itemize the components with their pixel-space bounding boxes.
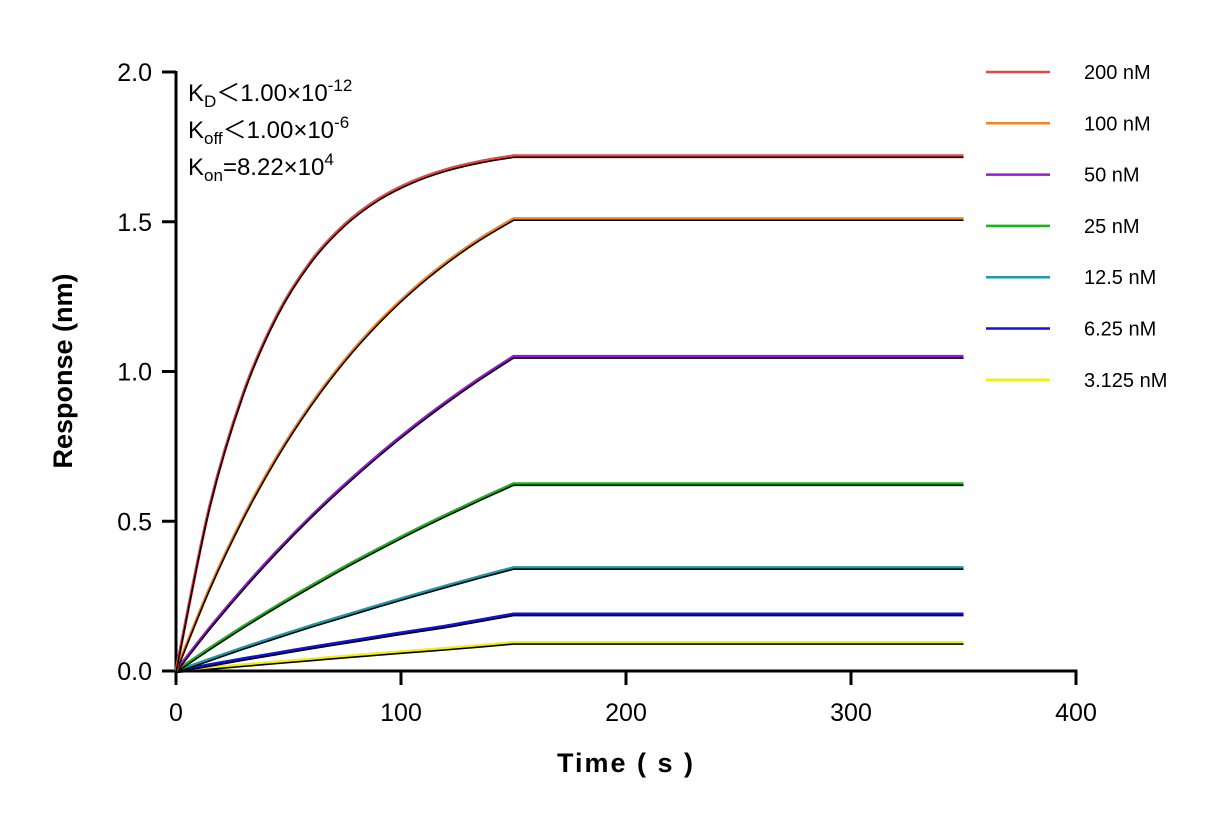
kinetic-annotation: Koff＜1.00×10-6 [188,113,349,148]
legend-item: 25 nM [986,216,1140,238]
y-tick-label: 0.5 [117,508,152,536]
legend-label: 3.125 nM [1084,370,1167,392]
y-tick-label: 1.0 [117,359,152,387]
data-line [175,482,964,673]
legend-label: 12.5 nM [1084,267,1156,289]
legend-label: 50 nM [1084,165,1140,187]
series-12.5-nM [175,566,964,674]
series-25-nM [175,482,964,674]
series-6.25-nM [175,612,964,674]
y-tick-label: 2.0 [117,59,152,87]
kinetic-annotation: KD＜1.00×10-12 [188,76,352,111]
legend-label: 100 nM [1084,113,1151,135]
fit-line [175,219,964,673]
kinetic-annotation: Kon=8.22×104 [188,150,334,185]
legend-item: 50 nM [986,165,1140,187]
legend-item: 3.125 nM [986,370,1167,392]
series-3.125-nM [175,640,964,674]
y-tick-label: 1.5 [117,209,152,237]
legend-label: 200 nM [1084,62,1151,84]
fit-line [175,357,964,673]
data-line [175,640,964,673]
y-axis-label: Response (nm) [48,273,78,468]
fit-line [175,156,964,673]
data-line [174,354,964,672]
legend-item: 100 nM [986,113,1151,135]
fit-line [175,643,964,674]
legend-item: 12.5 nM [986,267,1156,289]
legend-item: 6.25 nM [986,319,1156,341]
y-tick-label: 0.0 [117,658,152,686]
legend-label: 6.25 nM [1084,319,1156,341]
series-200-nM [174,154,964,673]
fit-line [175,568,964,674]
x-tick-label: 100 [380,699,422,727]
fit-line [175,614,964,674]
legend-label: 25 nM [1084,216,1140,238]
series-50-nM [174,354,964,673]
data-line [174,154,964,672]
x-tick-label: 400 [1055,699,1097,727]
x-tick-label: 200 [605,699,647,727]
x-tick-label: 300 [830,699,872,727]
data-line [175,566,964,673]
x-axis-label: Time ( s ) [557,748,695,778]
x-tick-label: 0 [169,699,183,727]
fit-line [175,484,964,674]
series-100-nM [174,217,964,673]
legend-item: 200 nM [986,62,1151,84]
data-line [175,612,964,673]
